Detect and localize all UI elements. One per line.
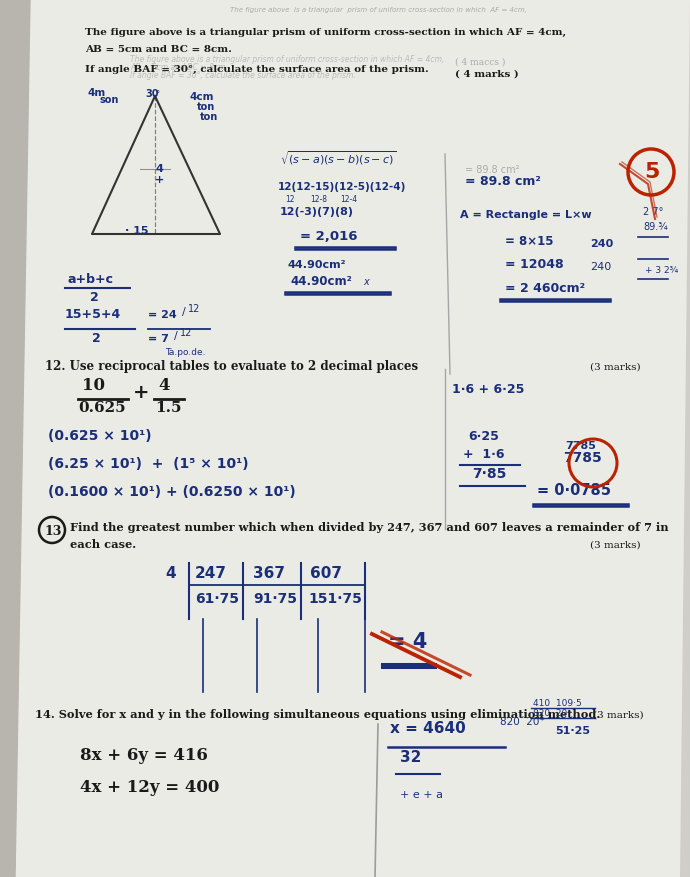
Polygon shape [15, 0, 690, 877]
Text: 410  109·5: 410 109·5 [533, 698, 582, 707]
Text: 607: 607 [310, 566, 342, 581]
Text: x = 4640: x = 4640 [390, 720, 466, 735]
Text: /: / [174, 331, 178, 340]
Text: 91·75: 91·75 [253, 591, 297, 605]
Text: 820  20⁺: 820 20⁺ [533, 709, 572, 717]
Text: son: son [100, 95, 119, 105]
Text: x: x [363, 276, 368, 287]
Text: If angle BAF = 30°, calculate the surface area of the prism.: If angle BAF = 30°, calculate the surfac… [85, 65, 428, 74]
Text: 820  20⁺: 820 20⁺ [500, 717, 545, 726]
Text: 240: 240 [590, 261, 611, 272]
Text: If angle BAF = 30°, calculate the surface area of the prism.: If angle BAF = 30°, calculate the surfac… [130, 71, 356, 80]
Text: 240: 240 [590, 239, 613, 249]
Text: = 8×15: = 8×15 [505, 235, 553, 247]
Text: 32: 32 [400, 749, 422, 764]
Text: 7785: 7785 [565, 440, 596, 451]
Text: 2: 2 [92, 332, 101, 345]
Text: = 4: = 4 [388, 631, 427, 652]
Text: The figure above is a triangular prism of uniform cross-section in which AF = 4c: The figure above is a triangular prism o… [85, 28, 566, 37]
Text: 14. Solve for x and y in the following simultaneous equations using elimination : 14. Solve for x and y in the following s… [35, 709, 600, 719]
Text: ( 4 marks ): ( 4 marks ) [455, 70, 519, 79]
Text: 12: 12 [285, 195, 295, 203]
Text: /: / [182, 307, 186, 317]
Text: 12. Use reciprocal tables to evaluate to 2 decimal places: 12. Use reciprocal tables to evaluate to… [45, 360, 418, 373]
Text: 4: 4 [155, 164, 163, 174]
Text: + е + a: + е + a [400, 789, 443, 799]
Text: 30: 30 [145, 89, 159, 99]
Text: (3 marks): (3 marks) [590, 362, 640, 372]
Text: 61·75: 61·75 [195, 591, 239, 605]
Text: = 12048: = 12048 [505, 258, 564, 271]
Text: 15+5+4: 15+5+4 [65, 308, 121, 321]
Text: 2: 2 [90, 290, 99, 303]
Text: The figure above is a triangular prism of uniform cross-section in which AF = 4c: The figure above is a triangular prism o… [130, 55, 444, 64]
Text: ton: ton [200, 112, 218, 122]
Text: 0.625: 0.625 [78, 401, 126, 415]
Text: = 89.8 cm²: = 89.8 cm² [465, 165, 520, 175]
Text: +  1·6: + 1·6 [463, 447, 504, 460]
Text: each case.: each case. [70, 538, 136, 549]
Text: 12: 12 [188, 303, 200, 314]
Text: AB = 5cm and BC = 8cm.: AB = 5cm and BC = 8cm. [130, 63, 228, 72]
Text: °: ° [155, 90, 159, 99]
Text: 1.5: 1.5 [155, 401, 181, 415]
Text: 44.90cm²: 44.90cm² [290, 275, 352, 288]
Text: Ta.po.dе.: Ta.po.dе. [165, 347, 206, 357]
Text: 5: 5 [644, 162, 660, 182]
Text: 4: 4 [158, 376, 170, 394]
Text: 13: 13 [44, 524, 61, 538]
Text: 4cm: 4cm [190, 92, 215, 102]
Text: · 15: · 15 [125, 225, 148, 236]
Text: 4: 4 [165, 566, 176, 581]
Text: 4x + 12y = 400: 4x + 12y = 400 [80, 778, 219, 795]
Text: a+b+c: a+b+c [68, 273, 114, 286]
Text: 12-8: 12-8 [310, 195, 327, 203]
Text: 12-4: 12-4 [340, 195, 357, 203]
Text: $\sqrt{(s-a)(s-b)(s-c)}$: $\sqrt{(s-a)(s-b)(s-c)}$ [280, 148, 396, 167]
Text: A = Rectanglе = L×w: A = Rectanglе = L×w [460, 210, 591, 220]
Text: 151·75: 151·75 [308, 591, 362, 605]
Text: The figure above  is a triangular  prism of uniform cross-section in which  AF =: The figure above is a triangular prism o… [230, 7, 527, 13]
Text: +: + [155, 175, 164, 185]
Text: 367: 367 [253, 566, 285, 581]
Text: 12: 12 [180, 328, 193, 338]
Text: 8x + 6y = 416: 8x + 6y = 416 [80, 746, 208, 763]
Text: 4m: 4m [88, 88, 106, 98]
Text: (6.25 × 10¹)  +  (1⁵ × 10¹): (6.25 × 10¹) + (1⁵ × 10¹) [48, 457, 248, 470]
Text: 12(-3)(7)(8): 12(-3)(7)(8) [280, 207, 354, 217]
Text: 89.¾: 89.¾ [643, 222, 668, 232]
Text: AB = 5cm and BC = 8cm.: AB = 5cm and BC = 8cm. [85, 45, 232, 54]
Text: = 7: = 7 [148, 333, 169, 344]
Text: 44.90cm²: 44.90cm² [288, 260, 346, 270]
Text: Find the greatest number which when divided by 247, 367 and 607 leaves a remaind: Find the greatest number which when divi… [70, 522, 669, 532]
Text: ton: ton [197, 102, 215, 112]
Text: = 2 460cm²: = 2 460cm² [505, 282, 585, 295]
Text: 51·25: 51·25 [555, 725, 590, 735]
Text: +: + [133, 383, 150, 402]
Text: = 24: = 24 [148, 310, 177, 319]
Text: = 2,016: = 2,016 [300, 230, 357, 243]
Text: (0.625 × 10¹): (0.625 × 10¹) [48, 429, 152, 443]
Text: + 3 2¾: + 3 2¾ [645, 266, 678, 275]
Text: 10: 10 [82, 376, 105, 394]
Text: = 0·0785: = 0·0785 [537, 482, 611, 497]
Text: 6·25: 6·25 [468, 430, 499, 443]
Text: ( 4 maссs ): ( 4 maссs ) [455, 58, 505, 67]
Text: = 89.8 cm²: = 89.8 cm² [465, 175, 541, 188]
Text: 12(12-15)(12-5)(12-4): 12(12-15)(12-5)(12-4) [278, 182, 406, 192]
Polygon shape [0, 0, 30, 877]
Text: (3 marks): (3 marks) [593, 710, 644, 719]
Text: 1·6 + 6·25: 1·6 + 6·25 [452, 382, 524, 396]
Text: 7785: 7785 [563, 451, 602, 465]
Text: 247: 247 [195, 566, 227, 581]
Text: (3 marks): (3 marks) [590, 540, 640, 549]
Text: 7·85: 7·85 [472, 467, 506, 481]
Text: (0.1600 × 10¹) + (0.6250 × 10¹): (0.1600 × 10¹) + (0.6250 × 10¹) [48, 484, 296, 498]
Text: 2 7°: 2 7° [643, 207, 663, 217]
